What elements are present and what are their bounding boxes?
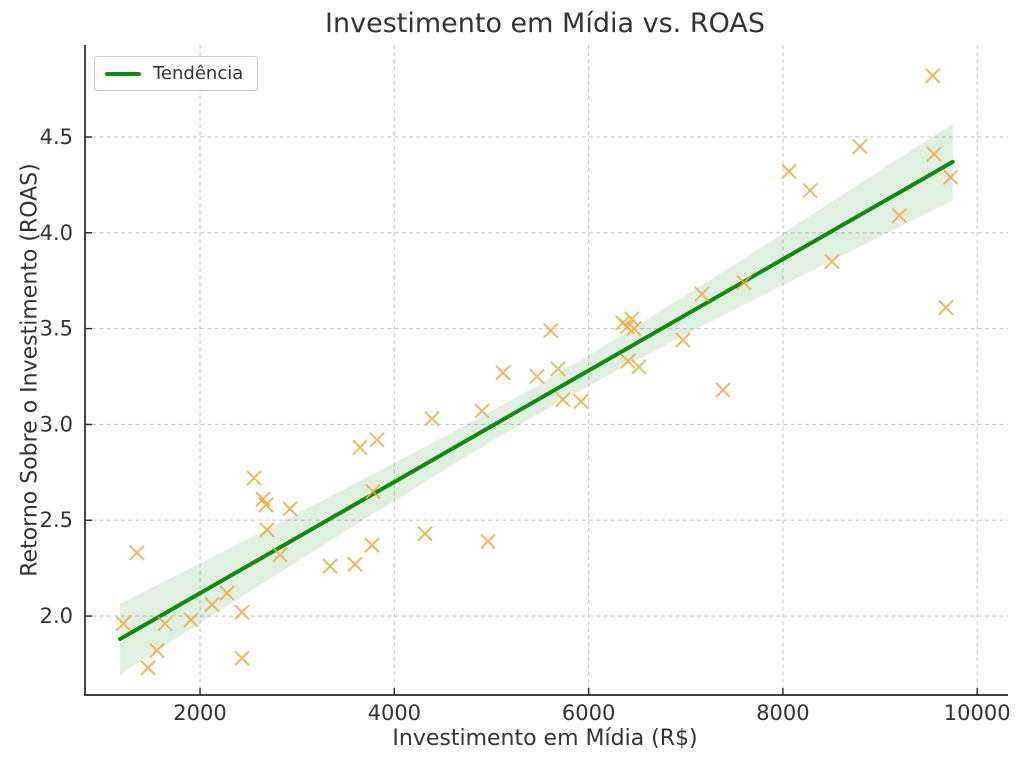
scatter-point <box>258 497 274 513</box>
scatter-point <box>480 533 496 549</box>
x-tick-label: 4000 <box>368 701 421 725</box>
scatter-point <box>474 403 490 419</box>
y-tick-label: 4.5 <box>40 125 73 149</box>
x-axis-label: Investimento em Mídia (R$) <box>392 726 698 751</box>
scatter-point <box>322 558 338 574</box>
scatter-point <box>626 321 642 337</box>
scatter-point <box>620 353 636 369</box>
y-tick-label: 2.5 <box>40 508 73 532</box>
x-tick-label: 2000 <box>173 701 226 725</box>
scatter-point <box>183 612 199 628</box>
chart-title: Investimento em Mídia vs. ROAS <box>325 8 765 39</box>
scatter-point <box>926 146 942 162</box>
scatter-point <box>852 139 868 155</box>
scatter-point <box>943 169 959 185</box>
scatter-point <box>365 484 381 499</box>
scatter-point <box>555 392 571 407</box>
scatter-point <box>550 361 566 377</box>
scatter-point <box>529 369 545 384</box>
scatter-point <box>736 275 752 291</box>
scatter-point <box>802 183 818 199</box>
scatter-point <box>149 643 165 658</box>
scatter-point <box>282 501 298 517</box>
scatter-point <box>272 547 288 563</box>
scatter-point <box>694 286 710 302</box>
scatter-point <box>925 68 941 84</box>
y-tick-label: 2.0 <box>40 604 73 628</box>
scatter-point <box>234 604 250 620</box>
y-axis-label: Retorno Sobre o Investimento (ROAS) <box>17 163 43 577</box>
scatter-point <box>352 439 368 455</box>
legend: Tendência <box>94 56 259 91</box>
scatter-point <box>219 585 235 601</box>
scatter-point <box>347 556 363 572</box>
scatter-point <box>140 660 156 676</box>
scatter-point <box>543 323 559 338</box>
y-tick-label: 3.5 <box>40 317 73 341</box>
scatter-point <box>573 393 589 409</box>
scatter-point <box>715 382 731 398</box>
scatter-point <box>824 254 840 269</box>
scatter-point <box>204 597 220 613</box>
scatter-point <box>781 164 797 179</box>
scatter-point <box>938 300 954 315</box>
x-tick-label: 8000 <box>756 701 809 725</box>
legend-label: Tendência <box>153 63 244 84</box>
y-tick-label: 4.0 <box>40 221 73 245</box>
scatter-point <box>369 432 385 448</box>
scatter-point <box>115 616 131 632</box>
x-tick-label: 6000 <box>562 701 615 725</box>
scatter-point <box>495 365 511 381</box>
scatter-point <box>129 545 145 561</box>
x-tick-label: 10000 <box>944 701 1011 725</box>
legend-trend-line-swatch <box>105 71 141 76</box>
y-tick-label: 3.0 <box>40 412 73 436</box>
scatter-point <box>259 522 275 538</box>
scatter-point <box>234 650 250 666</box>
scatter-point <box>631 359 647 375</box>
scatter-point <box>891 208 907 223</box>
scatter-point <box>417 526 433 542</box>
trend-line <box>118 159 955 642</box>
scatter-point <box>675 332 691 348</box>
scatter-point <box>364 537 380 553</box>
scatter-point <box>157 616 173 632</box>
scatter-point <box>246 470 262 486</box>
scatter-point <box>424 411 440 427</box>
